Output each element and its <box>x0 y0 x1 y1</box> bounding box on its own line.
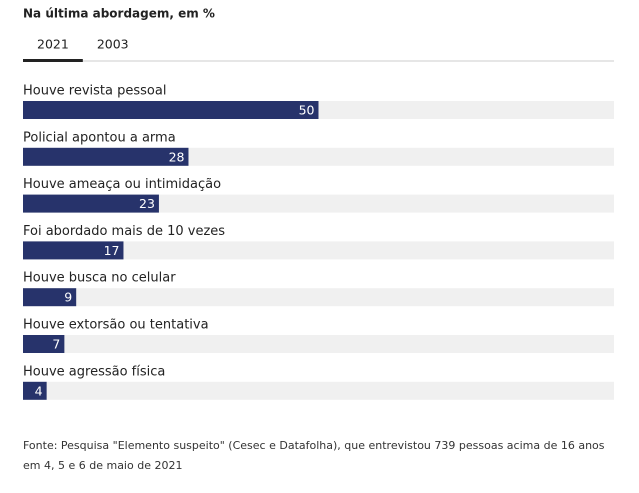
bar-track <box>23 335 614 353</box>
chart-title: Na última abordagem, em % <box>23 7 215 21</box>
bar <box>23 381 47 400</box>
tab[interactable]: 2003 <box>97 37 129 52</box>
bar <box>23 194 159 213</box>
category-label: Houve ameaça ou intimidação <box>23 177 221 192</box>
value-label: 7 <box>52 337 60 352</box>
bar-track <box>23 381 614 400</box>
category-label: Foi abordado mais de 10 vezes <box>23 224 225 239</box>
source-note: Fonte: Pesquisa "Elemento suspeito" (Ces… <box>23 439 605 472</box>
bar <box>23 101 319 119</box>
category-label: Policial apontou a arma <box>23 130 176 145</box>
category-label: Houve extorsão ou tentativa <box>23 318 209 333</box>
value-label: 9 <box>64 290 72 305</box>
bar <box>23 335 65 353</box>
bar <box>23 288 77 307</box>
category-label: Houve revista pessoal <box>23 84 166 99</box>
bar <box>23 241 124 260</box>
bar <box>23 147 189 166</box>
tab-active-underline <box>23 59 83 62</box>
chart: Na última abordagem, em % 2021 2003 Houve … <box>23 7 614 400</box>
bar-track <box>23 241 614 260</box>
tab[interactable]: 2021 <box>37 37 69 52</box>
value-label: 28 <box>169 149 185 164</box>
value-label: 23 <box>139 196 155 211</box>
category-label: Houve agressão física <box>23 364 165 379</box>
value-label: 4 <box>35 383 43 398</box>
category-label: Houve busca no celular <box>23 271 176 286</box>
bar-track <box>23 194 614 213</box>
value-label: 17 <box>104 243 120 258</box>
bar-track <box>23 288 614 307</box>
value-label: 50 <box>299 103 315 118</box>
